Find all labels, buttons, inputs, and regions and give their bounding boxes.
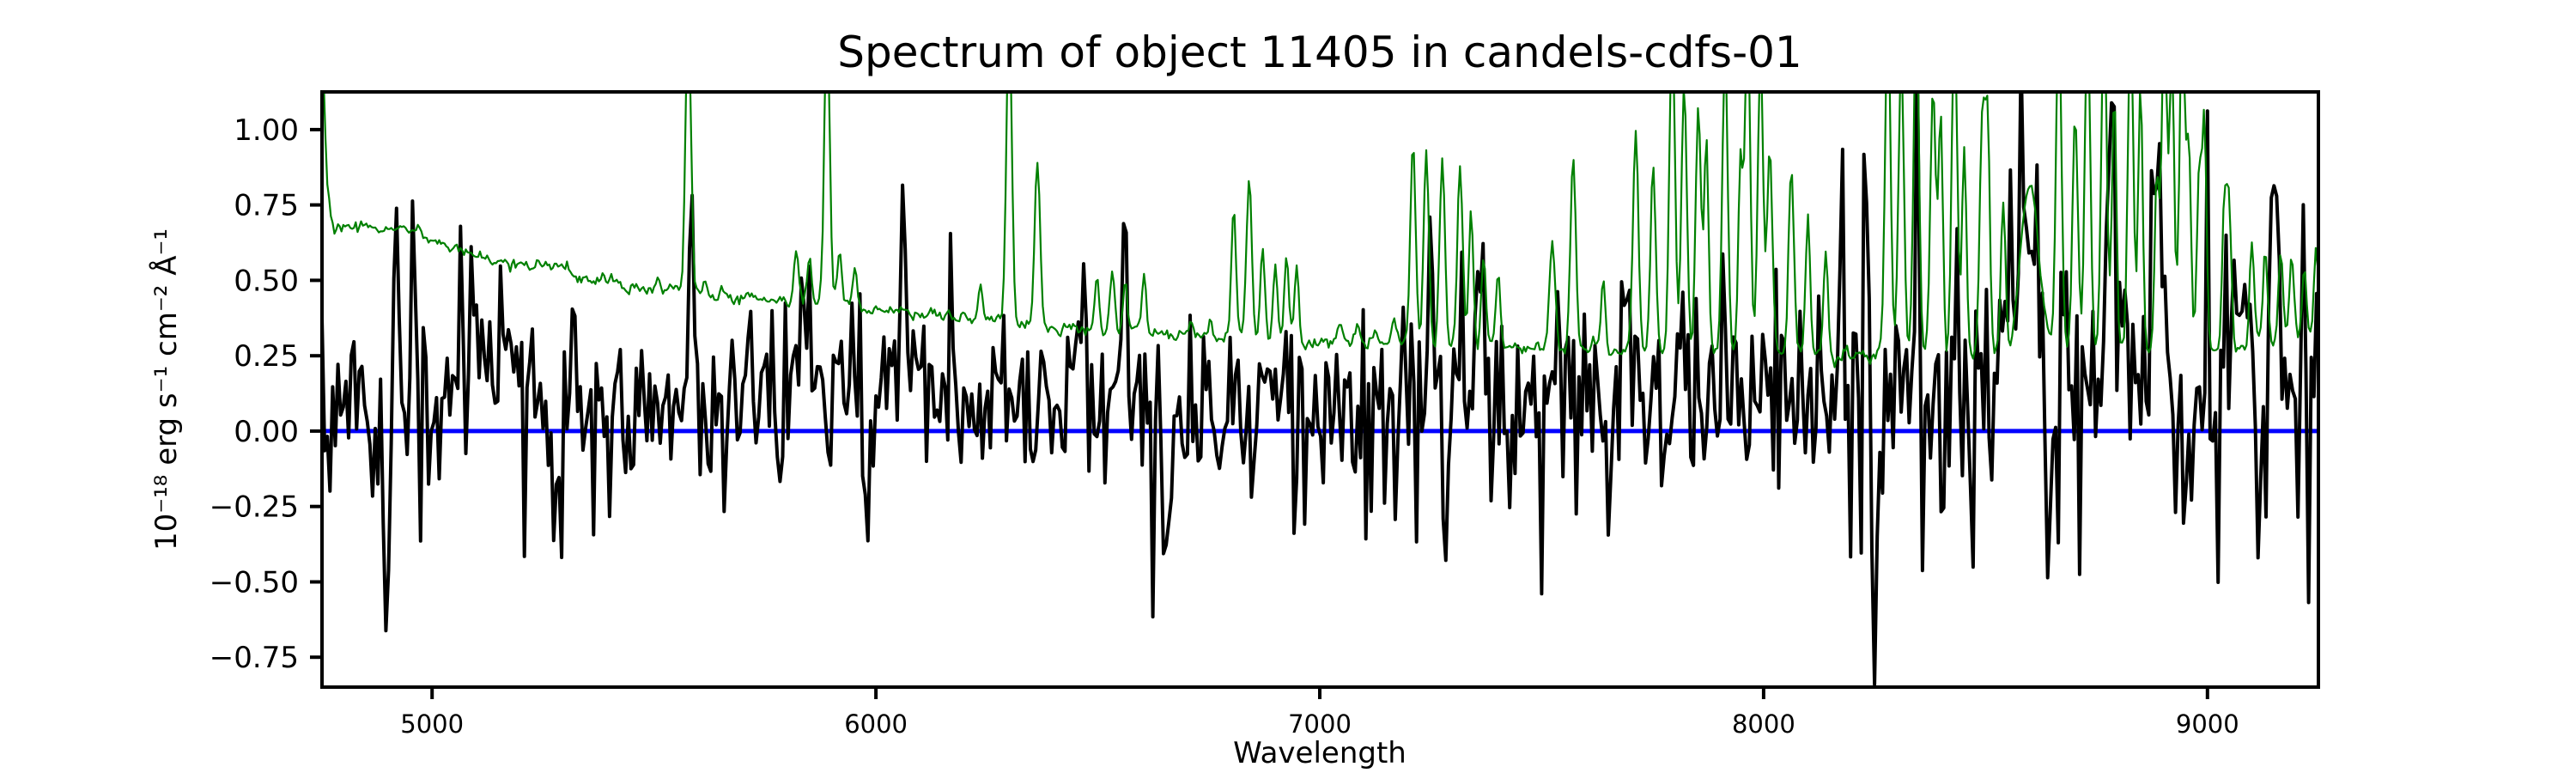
plot-series	[322, 92, 2318, 686]
x-tick-label: 6000	[844, 709, 908, 739]
y-tick-label: −0.25	[210, 490, 299, 525]
x-tick-label: 9000	[2176, 709, 2239, 739]
y-axis-label: 10⁻¹⁸ erg s⁻¹ cm⁻² Å⁻¹	[149, 228, 184, 551]
axis-ticks: 5000 6000 7000 8000 9000 −0.75 −0.50 −0.25 0.00 0…	[210, 113, 2239, 739]
x-tick-label: 7000	[1288, 709, 1352, 739]
plot-border	[320, 90, 2320, 689]
y-tick-label: 0.00	[234, 415, 299, 449]
page-title: Spectrum of object 11405 in candels-cdfs…	[837, 27, 1802, 77]
y-tick-label: 0.25	[234, 339, 299, 374]
noise-spectrum-line	[323, 92, 2318, 368]
y-tick-label: 1.00	[234, 113, 299, 148]
y-tick-label: 0.75	[234, 189, 299, 223]
y-tick-label: 0.50	[234, 264, 299, 298]
y-tick-label: −0.50	[210, 566, 299, 600]
x-tick-label: 5000	[400, 709, 464, 739]
x-axis-label: Wavelength	[1233, 736, 1406, 770]
y-tick-label: −0.75	[210, 641, 299, 675]
x-tick-label: 8000	[1732, 709, 1795, 739]
object-spectrum-line	[322, 92, 2318, 686]
